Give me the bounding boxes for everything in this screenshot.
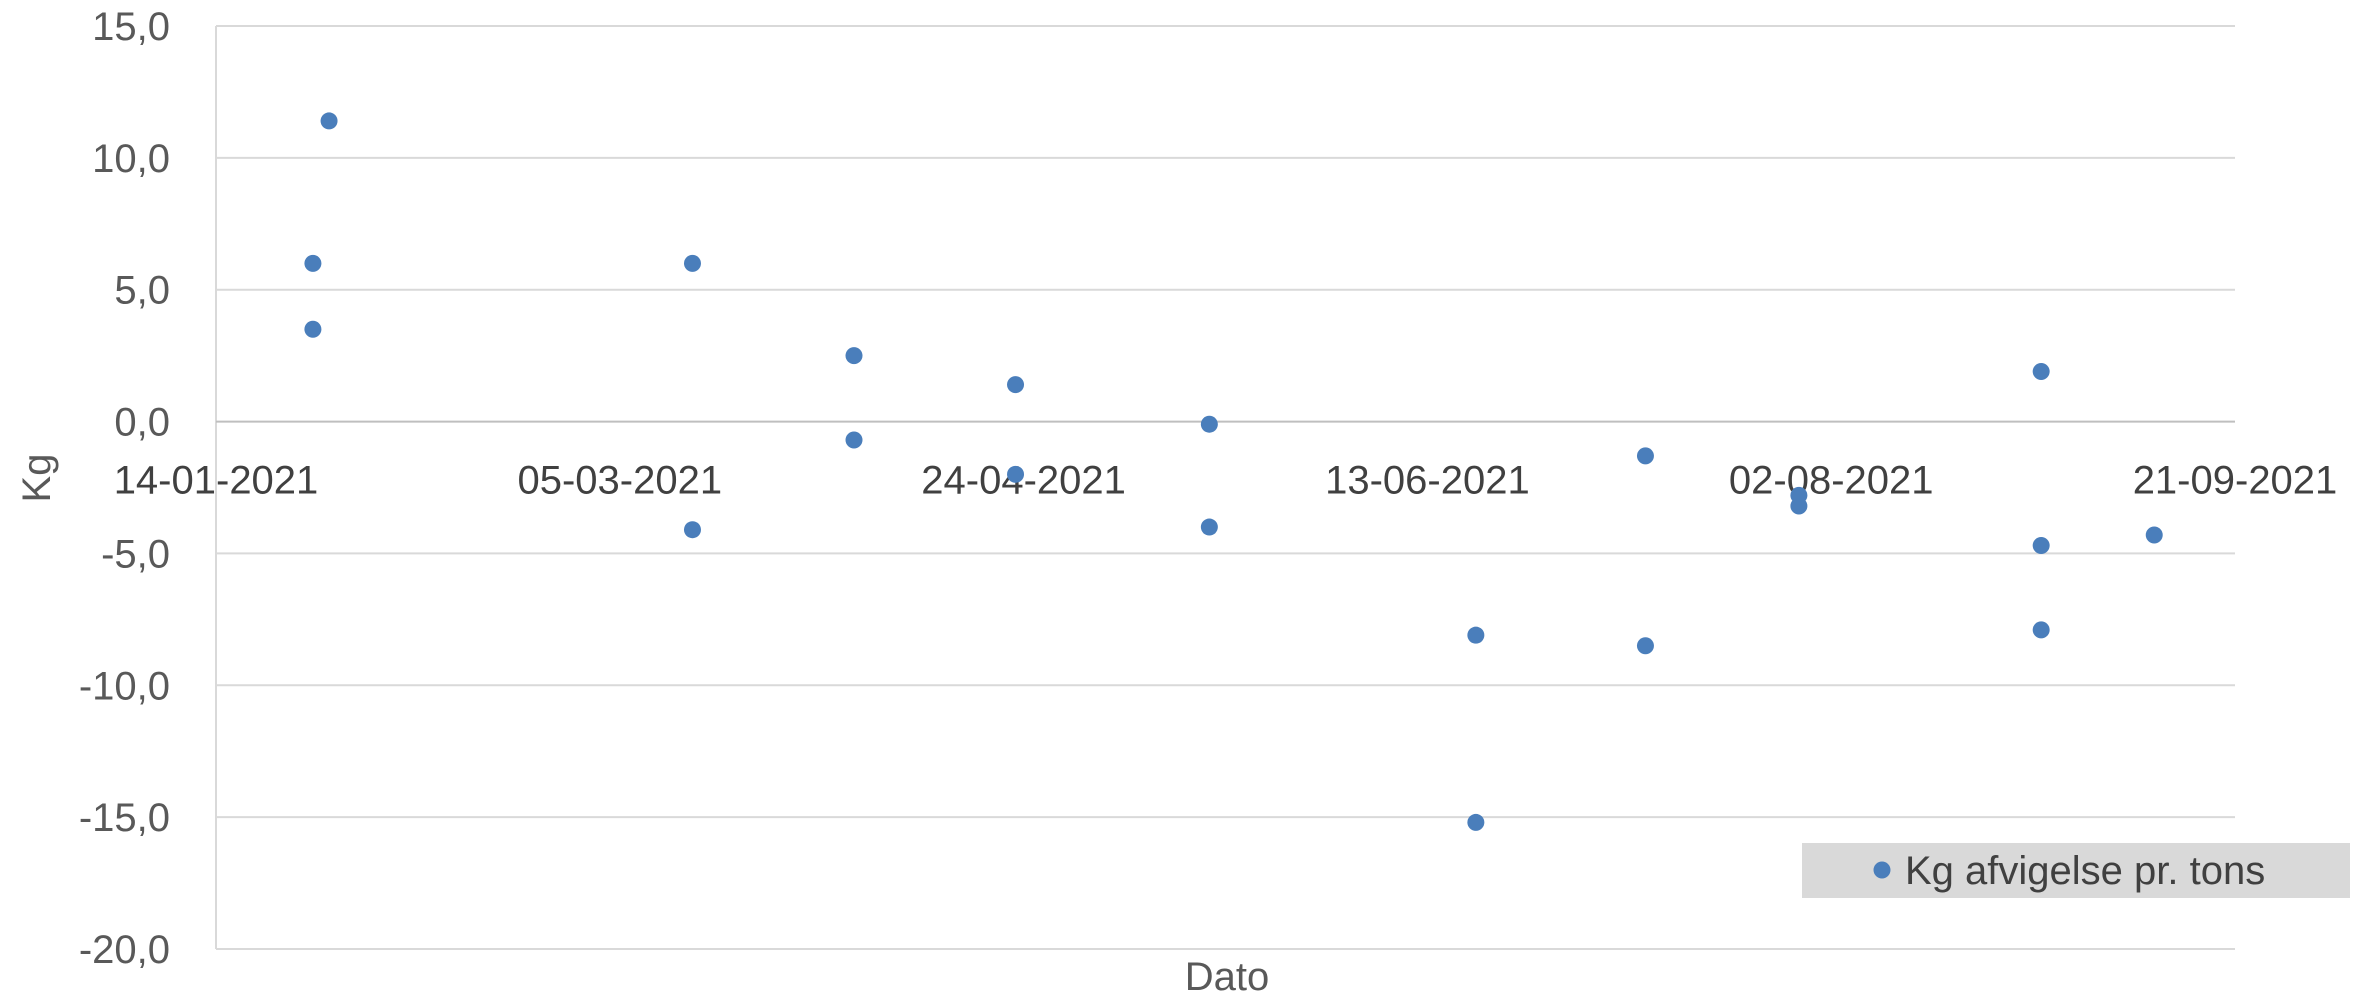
data-point [1007, 376, 1025, 394]
data-point [2032, 621, 2050, 639]
data-point [320, 112, 338, 130]
data-point [845, 347, 863, 365]
legend-background [1802, 843, 2350, 898]
data-point [1467, 626, 1485, 644]
legend-marker [1873, 861, 1891, 879]
data-point [683, 254, 701, 272]
y-axis-ticks: 15,0 10,0 5,0 0,0 -5,0 -10,0 -15,0 -20,0 [79, 5, 170, 972]
y-tick-label: -10,0 [79, 664, 170, 708]
x-tick-label: 14-01-2021 [114, 459, 319, 503]
x-tick-label: 21-09-2021 [2133, 459, 2338, 503]
legend-label: Kg afvigelse pr. tons [1905, 849, 2265, 893]
data-point [1200, 415, 1218, 433]
grid-lines [215, 25, 2235, 950]
y-axis-title: Kg [15, 454, 59, 503]
x-tick-label: 13-06-2021 [1325, 459, 1530, 503]
data-point [1790, 497, 1808, 515]
data-point [1636, 637, 1654, 655]
y-tick-label: -15,0 [79, 796, 170, 840]
x-tick-label: 02-08-2021 [1729, 459, 1934, 503]
data-point [2032, 362, 2050, 380]
y-tick-label: 15,0 [92, 5, 170, 49]
y-tick-label: -20,0 [79, 928, 170, 972]
x-tick-label: 24-04-2021 [921, 459, 1126, 503]
data-point [304, 320, 322, 338]
data-points [304, 112, 2163, 831]
legend: Kg afvigelse pr. tons [1802, 843, 2350, 898]
data-point [1467, 813, 1485, 831]
data-point [1007, 465, 1025, 483]
data-point [2145, 526, 2163, 544]
data-point [1200, 518, 1218, 536]
data-point [683, 521, 701, 539]
x-axis-ticks: 14-01-2021 05-03-2021 24-04-2021 13-06-2021… [114, 459, 2338, 503]
x-tick-label: 05-03-2021 [517, 459, 722, 503]
data-point [2032, 537, 2050, 555]
y-tick-label: -5,0 [101, 532, 170, 576]
data-point [1636, 447, 1654, 465]
data-point [845, 431, 863, 449]
y-tick-label: 10,0 [92, 137, 170, 181]
y-tick-label: 5,0 [114, 269, 170, 313]
data-point [304, 254, 322, 272]
x-axis-title: Dato [1185, 955, 1270, 999]
y-tick-label: 0,0 [114, 401, 170, 445]
